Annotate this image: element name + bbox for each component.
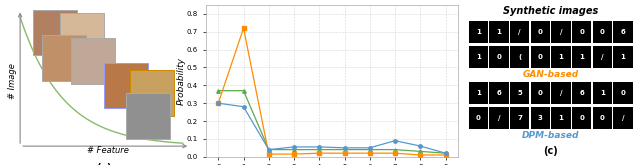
GAN-based [442,154,449,156]
Y-axis label: Probability: Probability [177,57,186,105]
Text: # Image: # Image [8,63,17,99]
Bar [126,93,170,139]
DPM-based [265,149,273,151]
Text: # Feature: # Feature [87,146,129,155]
Training set [240,90,248,92]
GAN-based [214,102,222,104]
DPM-based [340,147,348,149]
GAN-based [316,152,323,154]
GAN-based [265,153,273,155]
Text: DPM-based: DPM-based [522,131,580,140]
Text: (a): (a) [97,163,112,165]
Text: Synthetic images: Synthetic images [503,6,598,16]
Bar [42,35,86,81]
Bar [130,70,173,116]
GAN-based [290,153,298,155]
Bar [104,63,148,108]
DPM-based [214,102,222,104]
Training set [316,149,323,151]
GAN-based [417,154,424,156]
Text: GAN-based: GAN-based [523,70,579,79]
GAN-based [366,152,374,154]
DPM-based [290,146,298,148]
Bar [33,10,77,55]
Bar [71,38,115,84]
DPM-based [442,152,449,154]
Training set [265,149,273,151]
DPM-based [366,147,374,149]
Line: Training set: Training set [216,89,447,155]
GAN-based [391,152,399,154]
Training set [366,149,374,151]
DPM-based [391,140,399,142]
Training set [340,149,348,151]
Bar [60,13,104,58]
GAN-based [340,152,348,154]
DPM-based [240,106,248,108]
Training set [290,149,298,151]
Training set [214,90,222,92]
Training set [417,150,424,152]
Line: GAN-based: GAN-based [216,26,447,157]
Training set [442,152,449,154]
GAN-based [240,27,248,29]
Line: DPM-based: DPM-based [216,101,447,155]
DPM-based [417,145,424,147]
Training set [391,149,399,151]
DPM-based [316,146,323,148]
Text: (c): (c) [543,146,558,156]
